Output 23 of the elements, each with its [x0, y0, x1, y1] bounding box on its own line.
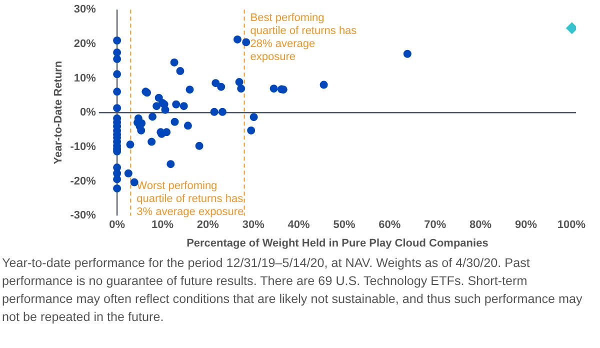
y-tick-label: 20%: [74, 38, 96, 50]
x-tick-label: 100%: [557, 219, 586, 232]
x-tick-label: 0%: [109, 219, 126, 232]
x-tick-label: 80%: [470, 219, 492, 232]
x-tick-label: 60%: [378, 219, 401, 232]
y-tick-label: -10%: [70, 140, 96, 153]
text: Year-to-date performance for the period 12/31/19–5/14/20, at NAV. Weights as of 4/30/20. Past performance is no guarantee of future results. There are 69 U.S. Technology ETFs. Short-term performance may often reflect conditions that are likely not sustainable, and thus such performance may not be repeated in the future.: [2, 255, 584, 326]
x-tick-label: 50%: [333, 219, 356, 232]
x-tick-label: 70%: [424, 219, 446, 232]
y-tick-label: -30%: [70, 210, 96, 222]
y-tick-label: -20%: [70, 175, 96, 188]
y-tick-label: 30%: [74, 4, 96, 16]
y-axis-title: Year-to-Date Return: [52, 60, 65, 164]
x-tick-label: 20%: [196, 219, 220, 232]
y-tick-label: 0%: [80, 106, 96, 119]
ref-line-label: Best perfoming quartile of returns has 28% average exposure: [250, 12, 358, 64]
x-tick-label: 10%: [151, 219, 174, 232]
x-tick-label: 30%: [242, 219, 265, 232]
y-tick-label: 10%: [74, 72, 96, 84]
ref-line-label: Worst perfoming quartile of returns has 3% average exposure: [136, 180, 244, 218]
x-axis-title: Percentage of Weight Held in Pure Play Cloud Companies: [186, 237, 488, 250]
x-tick-label: 40%: [288, 219, 310, 232]
x-tick-label: 90%: [515, 219, 538, 232]
